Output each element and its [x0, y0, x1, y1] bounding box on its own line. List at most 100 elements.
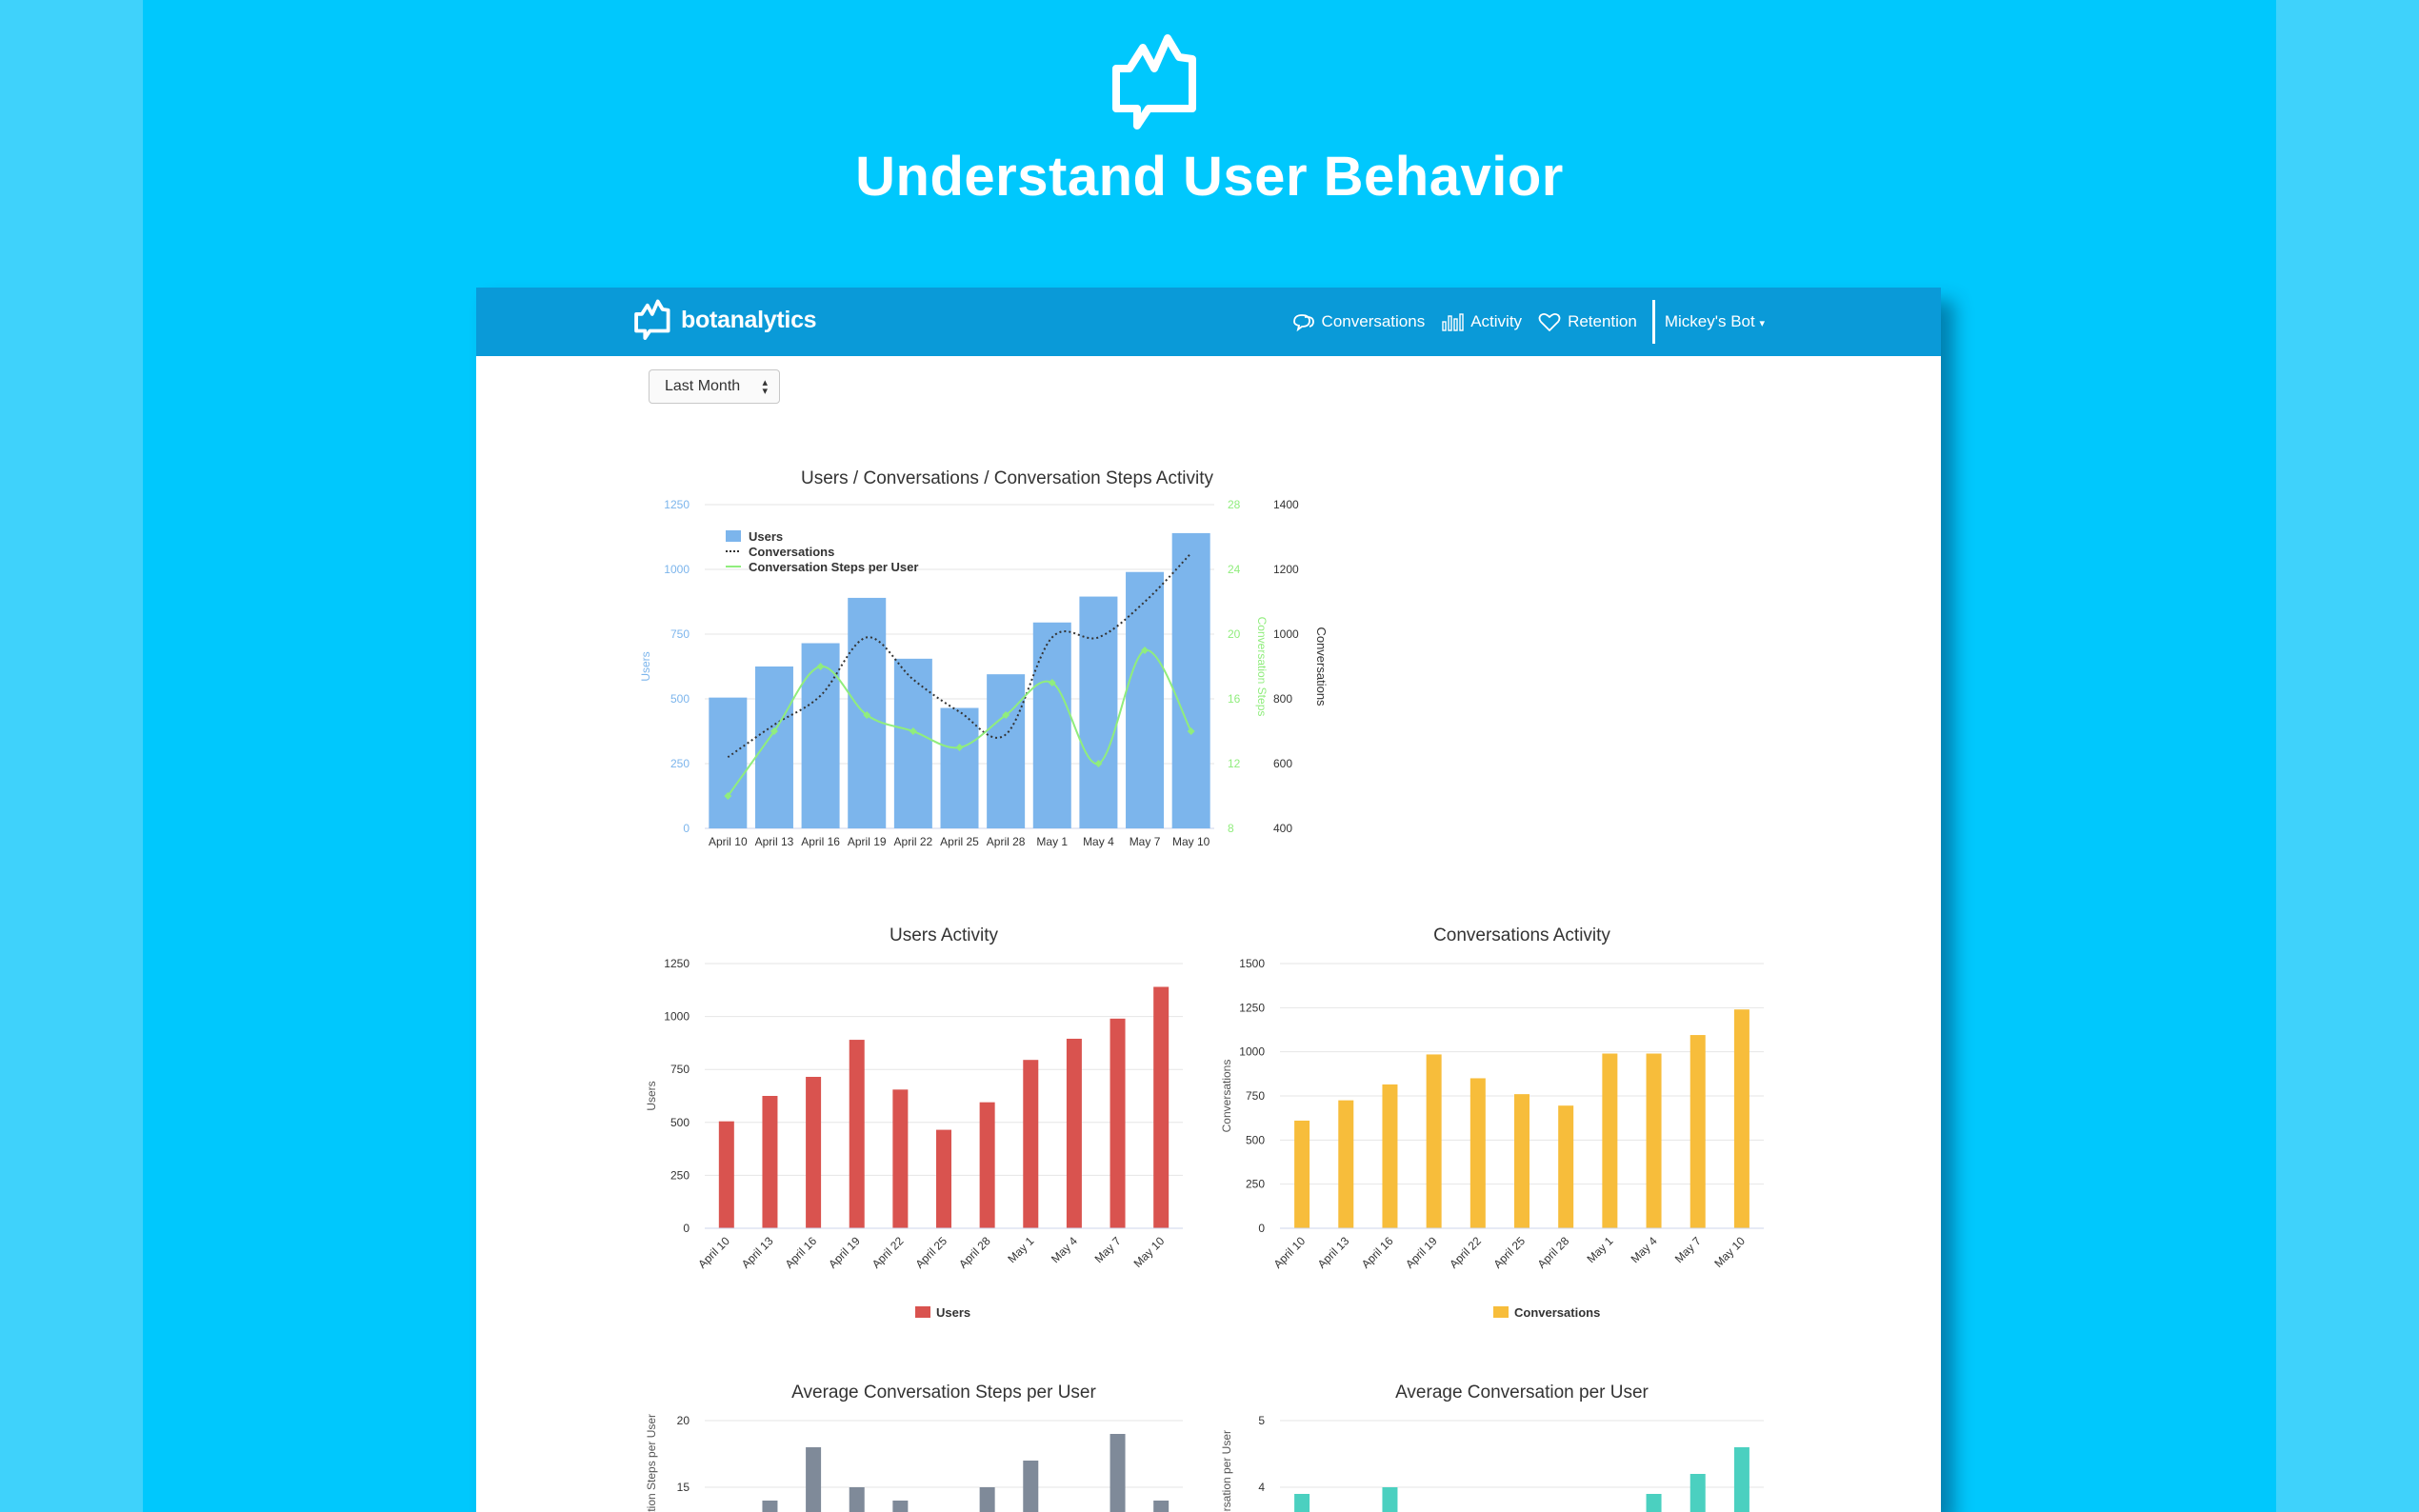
left-axis-tick: 250 — [670, 757, 690, 770]
conversation-steps-marker — [1002, 711, 1010, 719]
left-axis-tick: 750 — [670, 627, 690, 641]
y-axis-tick: 0 — [1258, 1222, 1265, 1235]
data-bar — [806, 1447, 822, 1512]
y-axis-tick: 20 — [677, 1414, 690, 1427]
y-axis-tick: 1000 — [1239, 1045, 1265, 1059]
avg-steps-chart: Average Conversation Steps per User 15 20 C… — [645, 1383, 1183, 1512]
brand[interactable]: botanalytics — [631, 299, 817, 341]
y-axis-tick: 500 — [670, 1116, 690, 1129]
caret-down-icon: ▾ — [1759, 318, 1765, 329]
data-bar — [1733, 1447, 1749, 1512]
users-bar — [1126, 571, 1165, 828]
legend-users-symbol — [726, 530, 741, 542]
y-axis-title: Conversation per User — [1220, 1430, 1233, 1512]
data-bar — [1733, 1009, 1749, 1228]
right-inner-axis-tick: 28 — [1228, 498, 1241, 511]
x-axis-tick: April 19 — [1403, 1234, 1440, 1271]
users-bar — [754, 666, 793, 828]
legend-symbol — [1493, 1306, 1509, 1318]
x-axis-tick: May 7 — [1130, 835, 1161, 848]
right-outer-axis-tick: 600 — [1273, 757, 1292, 770]
x-axis-tick: April 16 — [783, 1234, 820, 1271]
data-bar — [1382, 1084, 1398, 1228]
users-bar — [1032, 622, 1071, 828]
legend-users-label: Users — [749, 529, 783, 544]
right-outer-axis-tick: 800 — [1273, 692, 1292, 706]
x-axis-tick: April 16 — [801, 835, 840, 848]
x-axis-tick: May 1 — [1584, 1234, 1615, 1265]
x-axis-tick: April 28 — [1535, 1234, 1572, 1271]
date-range-select[interactable]: Last Month ▴ ▾ — [649, 369, 780, 404]
conversation-steps-marker — [909, 727, 917, 735]
nav-conversations[interactable]: Conversations — [1291, 310, 1426, 333]
y-axis-tick: 1000 — [664, 1010, 690, 1024]
date-range-value: Last Month — [665, 378, 741, 394]
chart-title: Average Conversation Steps per User — [791, 1383, 1096, 1403]
legend-symbol — [915, 1306, 930, 1318]
y-axis-tick: 750 — [670, 1063, 690, 1076]
data-bar — [979, 1487, 995, 1512]
data-bar — [1110, 1434, 1126, 1512]
x-axis-tick: April 28 — [956, 1234, 993, 1271]
navbar: botanalytics Conversations Activity — [476, 288, 1941, 356]
legend-conversations-label: Conversations — [749, 545, 834, 559]
legend-label: Conversations — [1514, 1305, 1600, 1320]
right-inner-axis-tick: 16 — [1228, 692, 1241, 706]
data-bar — [1469, 1078, 1486, 1228]
left-axis-tick: 0 — [683, 822, 690, 835]
conversation-steps-marker — [770, 727, 778, 735]
chart-title: Average Conversation per User — [1395, 1383, 1649, 1403]
data-bar — [1294, 1494, 1310, 1512]
conversation-steps-line — [727, 648, 1192, 797]
conversation-steps-marker — [1048, 679, 1056, 686]
x-axis-tick: May 4 — [1629, 1234, 1660, 1265]
users-bar — [1079, 596, 1118, 828]
left-axis-tick: 500 — [670, 692, 690, 706]
data-bar — [1294, 1120, 1310, 1228]
data-bar — [762, 1096, 778, 1228]
data-bar — [892, 1089, 909, 1228]
conversation-steps-marker — [1141, 647, 1150, 654]
y-axis-title: Conversations — [1220, 1060, 1233, 1133]
x-axis-tick: April 16 — [1359, 1234, 1396, 1271]
x-axis-tick: April 25 — [1490, 1234, 1528, 1271]
nav-retention[interactable]: Retention — [1537, 310, 1637, 333]
x-axis-tick: April 13 — [739, 1234, 776, 1271]
x-axis-tick: May 1 — [1005, 1234, 1036, 1265]
y-axis-tick: 5 — [1258, 1414, 1265, 1427]
background-strip-left — [0, 0, 143, 1512]
data-bar — [718, 1121, 734, 1228]
x-axis-tick: April 10 — [709, 835, 748, 848]
right-inner-axis-tick: 20 — [1228, 627, 1241, 641]
right-inner-axis-tick: 12 — [1228, 757, 1241, 770]
y-axis-title: Users — [645, 1081, 658, 1110]
data-bar — [1023, 1060, 1039, 1228]
right-inner-axis-tick: 8 — [1228, 822, 1234, 835]
legend-steps-label: Conversation Steps per User — [749, 560, 918, 574]
conversation-steps-marker — [1094, 760, 1103, 767]
data-bar — [849, 1487, 865, 1512]
speech-bubbles-icon — [1292, 314, 1314, 332]
bot-selector-dropdown[interactable]: Mickey's Bot ▾ — [1665, 312, 1765, 331]
data-bar — [1689, 1035, 1706, 1228]
nav-activity[interactable]: Activity — [1440, 310, 1522, 333]
y-axis-tick: 1500 — [1239, 957, 1265, 970]
users-bar — [987, 674, 1026, 828]
right-outer-axis-title: Conversations — [1314, 627, 1329, 706]
bar-chart-icon — [1442, 313, 1464, 331]
conversation-steps-marker — [955, 744, 964, 751]
x-axis-tick: May 4 — [1083, 835, 1114, 848]
nav-conversations-label: Conversations — [1321, 312, 1426, 330]
data-bar — [1514, 1094, 1529, 1228]
users-bar — [801, 643, 840, 828]
conversation-steps-marker — [816, 663, 825, 670]
nav-activity-label: Activity — [1470, 312, 1523, 330]
y-axis-tick: 250 — [670, 1168, 690, 1182]
bot-selector-label: Mickey's Bot — [1664, 312, 1755, 330]
data-bar — [1110, 1018, 1126, 1228]
y-axis-tick: 500 — [1246, 1133, 1265, 1146]
y-axis-tick: 250 — [1246, 1178, 1265, 1191]
nav-retention-label: Retention — [1568, 312, 1637, 330]
y-axis-tick: 15 — [677, 1481, 690, 1494]
x-axis-tick: May 7 — [1672, 1234, 1704, 1265]
